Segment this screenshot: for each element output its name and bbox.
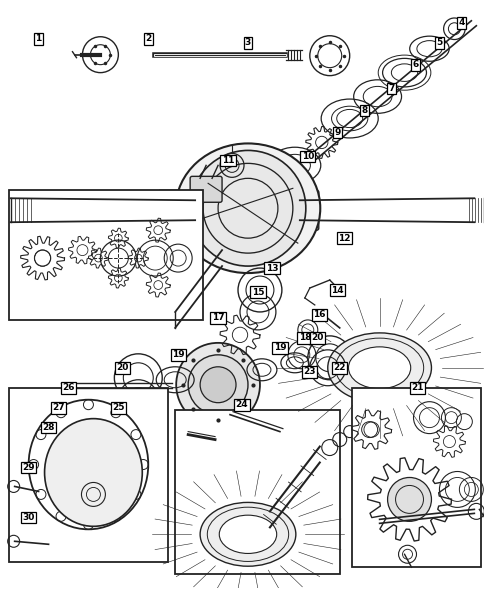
Ellipse shape xyxy=(175,144,319,273)
Text: 5: 5 xyxy=(436,38,441,47)
FancyBboxPatch shape xyxy=(158,190,187,230)
Text: 25: 25 xyxy=(112,403,124,412)
Text: 10: 10 xyxy=(301,152,313,161)
Text: 8: 8 xyxy=(361,106,367,115)
Bar xyxy=(351,388,480,567)
Text: 21: 21 xyxy=(410,383,423,392)
Text: 27: 27 xyxy=(52,403,65,412)
Text: 28: 28 xyxy=(42,423,55,432)
Text: 22: 22 xyxy=(333,363,345,372)
Circle shape xyxy=(387,478,431,521)
Text: 9: 9 xyxy=(334,128,340,137)
Text: 3: 3 xyxy=(244,38,251,47)
Bar xyxy=(9,388,168,562)
Text: 18: 18 xyxy=(298,333,310,342)
Text: 30: 30 xyxy=(22,513,35,522)
Text: 29: 29 xyxy=(22,463,35,472)
Circle shape xyxy=(188,355,247,415)
Text: 19: 19 xyxy=(171,350,184,359)
Text: 6: 6 xyxy=(411,60,418,69)
Bar xyxy=(9,190,203,320)
Text: 19: 19 xyxy=(273,343,286,352)
Circle shape xyxy=(190,150,305,266)
Ellipse shape xyxy=(327,333,431,403)
Ellipse shape xyxy=(348,347,410,389)
Text: 17: 17 xyxy=(212,313,224,322)
Circle shape xyxy=(200,367,236,403)
Text: 15: 15 xyxy=(251,287,264,296)
Text: 13: 13 xyxy=(265,263,278,273)
Text: 14: 14 xyxy=(331,286,343,294)
Text: 7: 7 xyxy=(388,84,394,93)
FancyBboxPatch shape xyxy=(190,176,222,202)
Text: 11: 11 xyxy=(221,156,234,165)
Text: 23: 23 xyxy=(303,368,316,376)
Text: 12: 12 xyxy=(338,234,350,243)
Text: 4: 4 xyxy=(457,18,464,27)
Text: 24: 24 xyxy=(235,400,248,409)
Bar xyxy=(175,410,339,574)
Ellipse shape xyxy=(219,515,276,554)
Ellipse shape xyxy=(45,419,142,527)
Circle shape xyxy=(176,343,259,426)
Text: 16: 16 xyxy=(313,310,325,319)
Text: 20: 20 xyxy=(311,333,323,342)
Text: 1: 1 xyxy=(35,34,42,43)
Text: 2: 2 xyxy=(145,34,151,43)
FancyBboxPatch shape xyxy=(292,190,318,230)
Ellipse shape xyxy=(200,502,295,566)
Text: 20: 20 xyxy=(116,363,128,372)
Text: 26: 26 xyxy=(62,383,75,392)
